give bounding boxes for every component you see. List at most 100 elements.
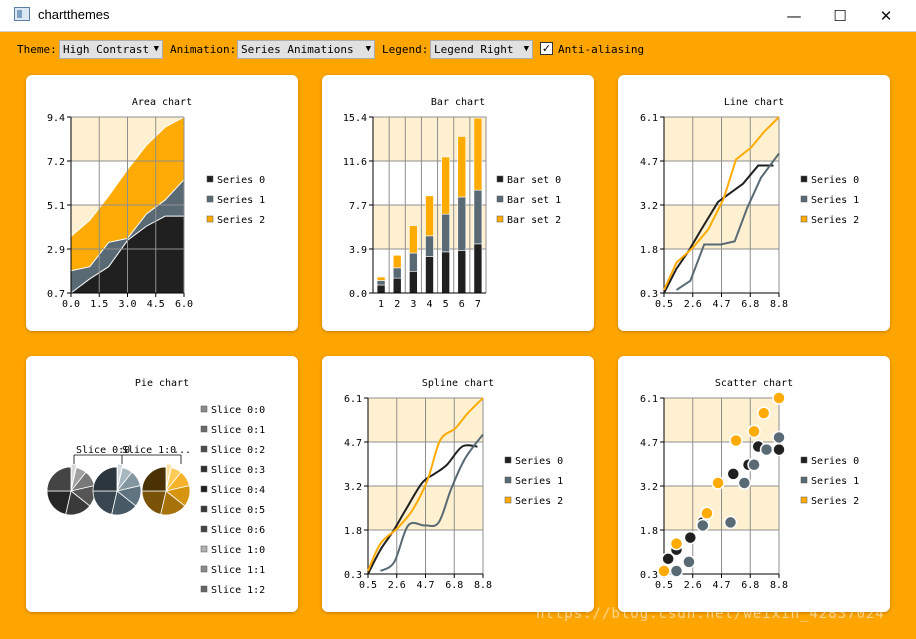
maximize-button[interactable]: ☐ xyxy=(817,0,863,31)
bar-segment xyxy=(409,225,418,254)
scatter-point xyxy=(661,552,675,566)
y-tick-label: 6.1 xyxy=(640,113,658,124)
bar-segment xyxy=(441,213,450,253)
y-tick-label: 7.7 xyxy=(349,201,367,212)
x-tick-label: 1.5 xyxy=(90,299,108,310)
scatter-point xyxy=(759,442,774,457)
y-tick-label: 4.7 xyxy=(344,438,362,449)
chevron-down-icon: ▼ xyxy=(523,44,529,54)
x-category-label: 3 xyxy=(410,299,416,310)
bar-segment xyxy=(473,243,483,294)
area-chart-panel: Area chart 0.7 2.9 5.1 7.2 9.4 0.0 1.5 3.0 4.5 6.0… xyxy=(26,75,298,331)
anti-aliasing-label[interactable]: Anti-aliasing xyxy=(558,43,645,56)
checkmark-icon: ✓ xyxy=(541,42,552,55)
bar-segment xyxy=(473,117,483,191)
legend-label: Series 1 xyxy=(217,195,265,206)
y-tick-label: 11.6 xyxy=(343,157,367,168)
y-tick-label: 15.4 xyxy=(343,113,367,124)
y-tick-label: 2.9 xyxy=(47,245,65,256)
legend-label: Series 1 xyxy=(811,476,859,487)
scatter-point xyxy=(726,467,741,481)
scatter-point xyxy=(772,430,786,445)
y-tick-label: 9.4 xyxy=(47,113,65,124)
scatter-point xyxy=(669,536,684,551)
y-tick-label: 3.2 xyxy=(640,482,658,493)
animation-combo[interactable]: Series Animations ▼ xyxy=(237,40,375,59)
bar-segment xyxy=(457,136,467,198)
title-bar: chartthemes — ☐ ✕ xyxy=(0,0,916,32)
y-tick-label: 1.8 xyxy=(640,245,658,256)
close-button[interactable]: ✕ xyxy=(863,0,909,31)
legend-combo[interactable]: Legend Right ▼ xyxy=(430,40,533,59)
x-category-label: 4 xyxy=(426,299,432,310)
plot-band xyxy=(373,117,486,161)
legend-marker xyxy=(200,525,208,533)
legend-marker xyxy=(200,545,208,553)
scatter-point xyxy=(669,564,684,578)
legend-label: Slice 1:1 xyxy=(211,565,265,576)
x-tick-label: 6.8 xyxy=(445,580,463,591)
bar-segment xyxy=(409,252,418,272)
toolbar: Theme: High Contrast ▼ Animation: Series… xyxy=(0,32,916,66)
chart-title: Scatter chart xyxy=(715,378,793,389)
legend-label: Bar set 0 xyxy=(507,175,561,186)
y-tick-label: 4.7 xyxy=(640,438,658,449)
line-chart-panel: Line chart 0.3 1.8 3.2 4.7 6.1 0.5 2.6 4.7 6.8 8.8… xyxy=(618,75,890,331)
y-tick-label: 0.3 xyxy=(640,289,658,300)
theme-combo[interactable]: High Contrast ▼ xyxy=(59,40,163,59)
legend-marker xyxy=(200,405,208,413)
bar-chart-panel: Bar chart 0.0 3.9 7.7 11.6 15.4 1 2 3 4 5 6 7 Bar set… xyxy=(322,75,594,331)
scatter-point xyxy=(772,391,786,405)
bar-segment xyxy=(457,250,467,294)
x-tick-label: 0.5 xyxy=(359,580,377,591)
legend-label: Bar set 2 xyxy=(507,215,561,226)
chevron-down-icon: ▼ xyxy=(365,44,371,54)
legend-label: Series 1 xyxy=(515,476,563,487)
app-window-icon xyxy=(14,7,30,21)
legend-label: Series 2 xyxy=(811,215,859,226)
x-tick-label: 4.5 xyxy=(147,299,165,310)
y-tick-label: 6.1 xyxy=(640,394,658,405)
pie-slice-label: ... xyxy=(173,445,191,456)
bar-segment xyxy=(473,189,483,245)
y-tick-label: 6.1 xyxy=(344,394,362,405)
legend-label: Slice 0:0 xyxy=(211,405,265,416)
y-tick-label: 0.0 xyxy=(349,289,367,300)
legend-label: Slice 0:3 xyxy=(211,465,265,476)
anti-aliasing-checkbox[interactable]: ✓ xyxy=(540,42,553,55)
minimize-button[interactable]: — xyxy=(771,0,817,31)
x-tick-label: 6.8 xyxy=(741,299,759,310)
x-tick-label: 2.6 xyxy=(388,580,406,591)
y-tick-label: 7.2 xyxy=(47,157,65,168)
bar-segment xyxy=(376,276,386,281)
spline-series-0 xyxy=(367,444,478,575)
x-tick-label: 8.8 xyxy=(770,299,788,310)
y-tick-label: 3.9 xyxy=(349,245,367,256)
legend-marker xyxy=(200,505,208,513)
scatter-point xyxy=(723,515,738,530)
legend-marker xyxy=(504,476,512,484)
legend-marker xyxy=(200,425,208,433)
x-tick-label: 6.8 xyxy=(741,580,759,591)
y-tick-label: 1.8 xyxy=(344,526,362,537)
scatter-point xyxy=(657,564,671,578)
legend-combo-value: Legend Right xyxy=(434,43,514,56)
legend-label: Legend: xyxy=(382,43,429,56)
y-tick-label: 0.3 xyxy=(344,570,362,581)
bar-chart: Bar chart 0.0 3.9 7.7 11.6 15.4 1 2 3 4 5 6 7 Bar set… xyxy=(343,97,561,310)
pie-slice-label: Slice 1:0 xyxy=(122,445,176,456)
legend-marker xyxy=(496,195,504,203)
legend-label: Series 2 xyxy=(217,215,265,226)
legend-marker xyxy=(206,195,214,203)
bar-segment xyxy=(441,156,450,215)
scatter-point xyxy=(711,476,725,490)
bar-segment xyxy=(425,235,434,257)
x-category-label: 2 xyxy=(394,299,400,310)
x-tick-label: 4.7 xyxy=(416,580,434,591)
y-tick-label: 0.3 xyxy=(640,570,658,581)
minimize-icon: — xyxy=(786,6,802,25)
legend-marker xyxy=(206,175,214,183)
legend-marker xyxy=(800,215,808,223)
legend-label: Slice 1:0 xyxy=(211,545,265,556)
